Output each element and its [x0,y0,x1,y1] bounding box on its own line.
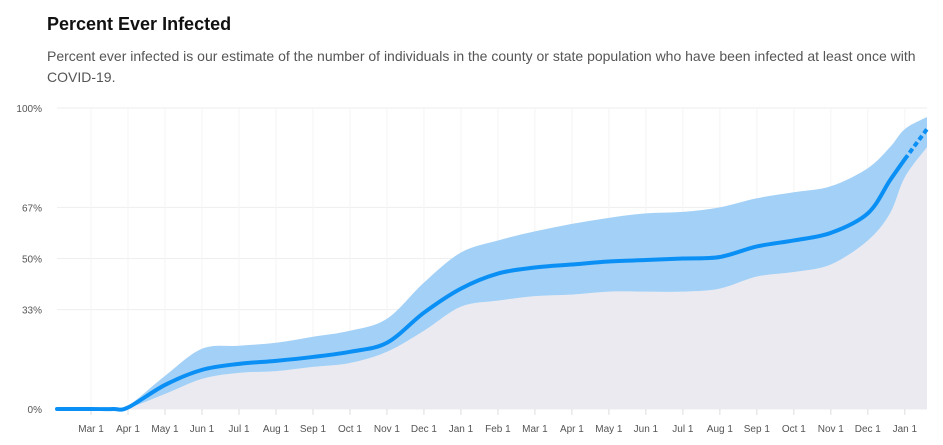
x-tick-label: Nov 1 [818,424,845,435]
x-tick-label: Dec 1 [855,424,882,435]
cumulative-area [57,147,927,410]
x-tick-label: Jun 1 [190,424,215,435]
x-tick-label: Feb 1 [485,424,511,435]
x-tick-label: Sep 1 [744,424,771,435]
x-tick-label: May 1 [595,424,623,435]
x-tick-label: May 1 [151,424,179,435]
x-tick-label: Oct 1 [782,424,806,435]
x-tick-label: Oct 1 [338,424,362,435]
estimate-line [55,157,907,412]
x-tick-label: Nov 1 [374,424,401,435]
projection-line [903,127,929,161]
y-tick-label: 67% [22,203,42,214]
x-tick-label: Aug 1 [707,424,734,435]
x-tick-label: Dec 1 [411,424,438,435]
x-tick-label: Mar 1 [522,424,548,435]
x-tick-label: Jul 1 [228,424,250,435]
x-tick-label: Jan 1 [893,424,918,435]
chart-description: Percent ever infected is our estimate of… [47,48,916,85]
y-tick-label: 100% [16,104,42,115]
x-tick-label: Sep 1 [300,424,327,435]
x-tick-label: Apr 1 [560,424,584,435]
x-tick-label: Aug 1 [263,424,290,435]
x-tick-label: Apr 1 [116,424,140,435]
x-tick-label: Jul 1 [672,424,694,435]
x-tick-label: Jan 1 [449,424,474,435]
x-tick-label: Jun 1 [634,424,659,435]
y-tick-label: 33% [22,306,42,317]
y-tick-label: 50% [22,255,42,266]
x-tick-label: Mar 1 [78,424,104,435]
chart-title: Percent Ever Infected [47,14,232,34]
confidence-band [57,117,927,410]
y-tick-label: 0% [28,405,43,416]
